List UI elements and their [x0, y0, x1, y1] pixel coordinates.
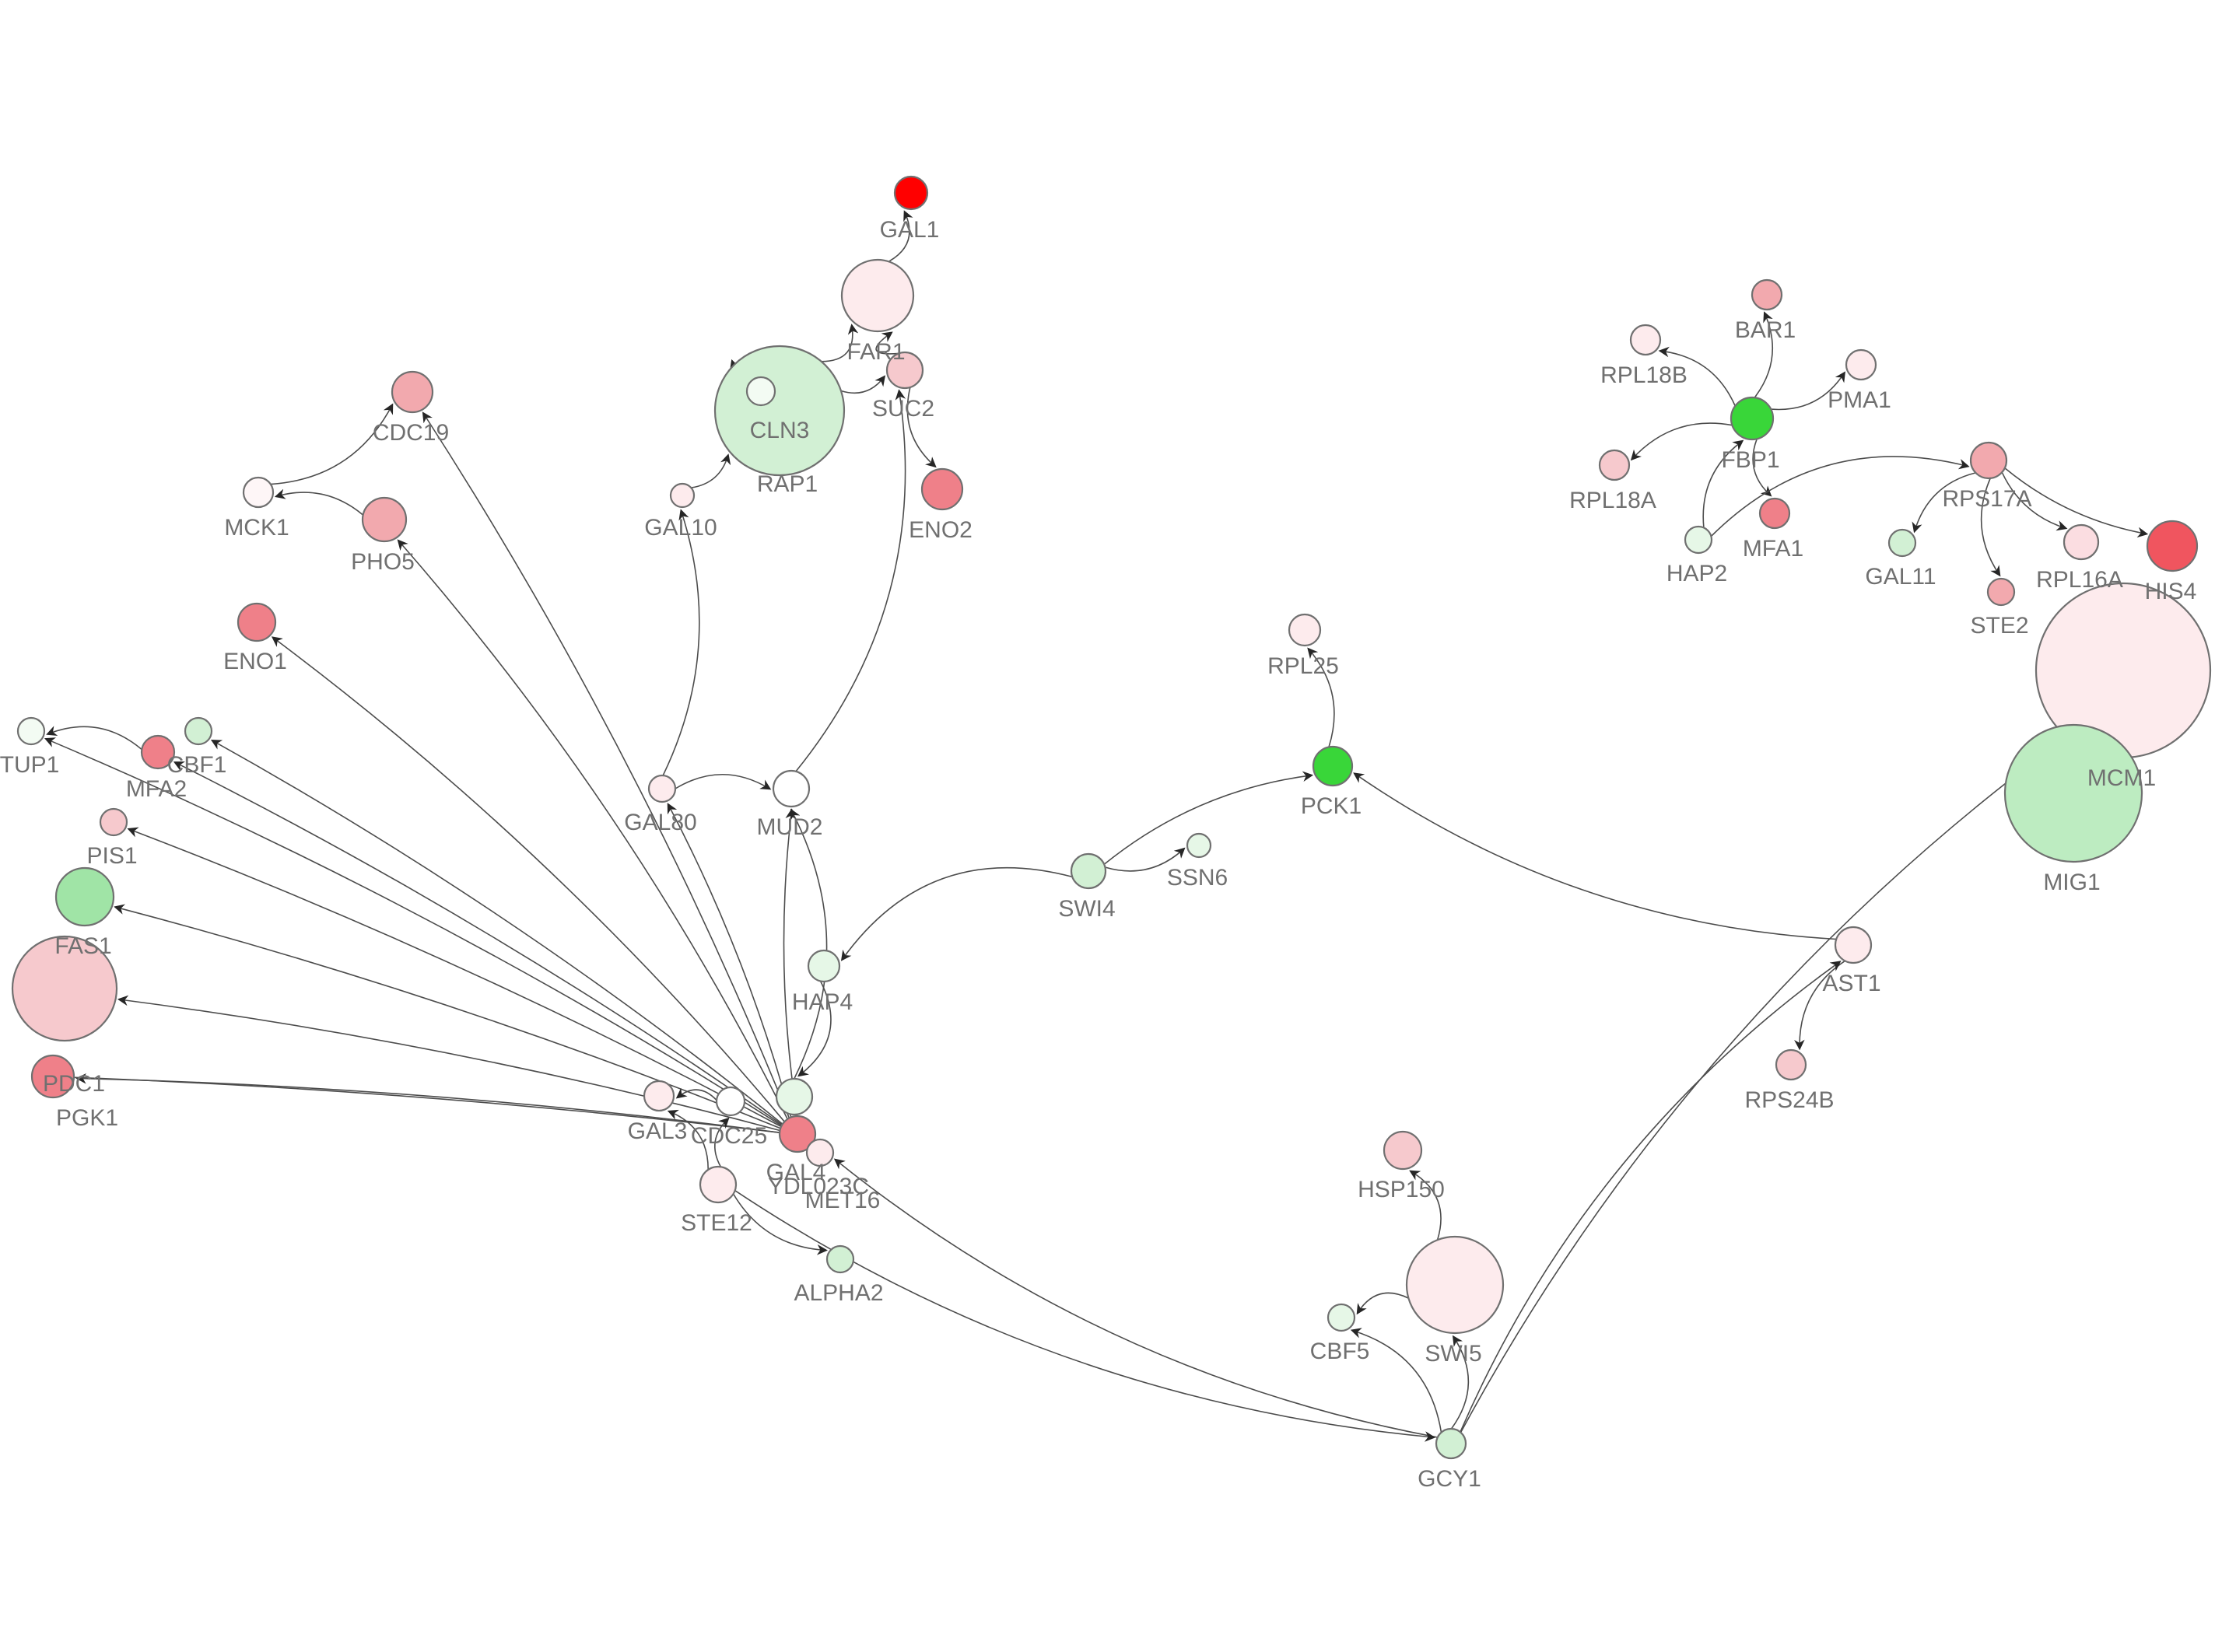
svg-text:PCK1: PCK1: [1301, 793, 1362, 819]
svg-text:STE2: STE2: [1970, 613, 2028, 639]
svg-text:HSP150: HSP150: [1358, 1177, 1445, 1202]
svg-text:ENO1: ENO1: [223, 649, 287, 674]
svg-text:GAL3: GAL3: [628, 1118, 688, 1144]
svg-text:GAL11: GAL11: [1865, 564, 1936, 590]
svg-text:ENO2: ENO2: [909, 517, 973, 543]
svg-text:RPS17A: RPS17A: [1942, 486, 2031, 512]
svg-text:HAP4: HAP4: [792, 989, 853, 1015]
svg-text:SWI5: SWI5: [1425, 1341, 1481, 1367]
svg-text:PDC1: PDC1: [43, 1071, 105, 1097]
svg-text:RPL18A: RPL18A: [1569, 488, 1656, 513]
svg-text:TUP1: TUP1: [0, 752, 59, 778]
svg-text:BAR1: BAR1: [1735, 317, 1796, 343]
svg-text:FAS1: FAS1: [54, 933, 111, 959]
svg-text:MFA2: MFA2: [126, 776, 187, 802]
svg-text:RAP1: RAP1: [757, 471, 818, 497]
svg-text:GAL1: GAL1: [880, 217, 940, 243]
svg-text:MIG1: MIG1: [2043, 870, 2100, 895]
svg-text:PHO5: PHO5: [351, 549, 415, 575]
svg-text:MCK1: MCK1: [224, 515, 289, 541]
svg-text:CBF1: CBF1: [167, 752, 227, 778]
svg-text:SSN6: SSN6: [1167, 865, 1228, 891]
svg-text:GCY1: GCY1: [1418, 1466, 1481, 1492]
svg-text:SUC2: SUC2: [872, 396, 934, 422]
svg-text:CBF5: CBF5: [1310, 1339, 1370, 1364]
svg-text:MCM1: MCM1: [2087, 765, 2156, 791]
svg-text:MFA1: MFA1: [1743, 536, 1803, 562]
svg-text:GAL10: GAL10: [644, 515, 717, 541]
svg-text:PMA1: PMA1: [1828, 387, 1891, 413]
svg-text:CDC25: CDC25: [691, 1123, 767, 1149]
svg-text:CLN3: CLN3: [750, 418, 810, 443]
svg-text:CDC19: CDC19: [373, 420, 449, 446]
svg-text:RPL16A: RPL16A: [2036, 567, 2123, 593]
svg-text:SWI4: SWI4: [1058, 896, 1115, 922]
svg-text:HIS4: HIS4: [2145, 579, 2197, 604]
svg-text:RPL18B: RPL18B: [1600, 362, 1688, 388]
svg-text:HAP2: HAP2: [1666, 561, 1727, 586]
svg-text:RPS24B: RPS24B: [1744, 1087, 1834, 1113]
svg-text:ALPHA2: ALPHA2: [794, 1280, 883, 1306]
svg-text:MET16: MET16: [805, 1188, 881, 1213]
svg-text:FAR1: FAR1: [846, 339, 905, 365]
svg-text:MUD2: MUD2: [756, 814, 822, 840]
svg-text:GAL80: GAL80: [624, 810, 696, 835]
svg-text:FBP1: FBP1: [1721, 447, 1779, 473]
svg-text:STE12: STE12: [681, 1210, 752, 1236]
svg-text:PGK1: PGK1: [56, 1105, 118, 1131]
svg-text:RPL25: RPL25: [1267, 653, 1339, 679]
svg-text:AST1: AST1: [1822, 971, 1880, 996]
svg-text:PIS1: PIS1: [86, 843, 137, 869]
